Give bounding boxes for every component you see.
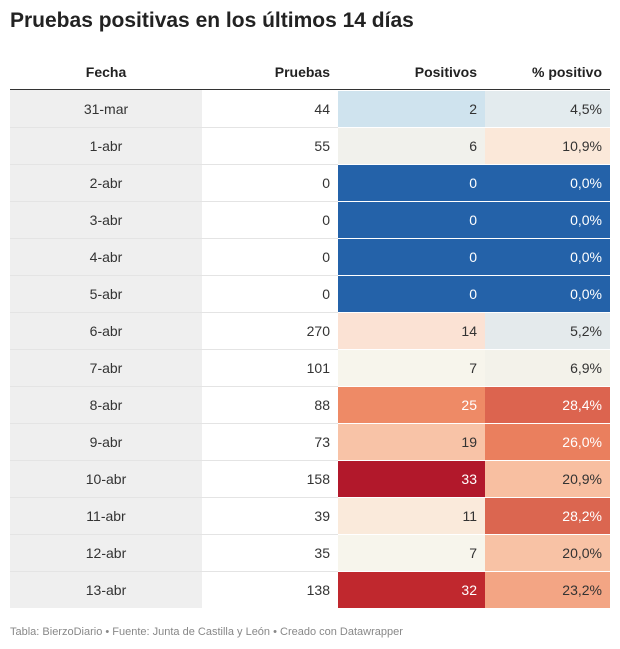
table-row: 3-abr 0 0 0,0%: [10, 201, 610, 238]
cell-positivos: 33: [338, 460, 485, 497]
cell-positivos: 6: [338, 127, 485, 164]
cell-pct-positivo: 4,5%: [485, 90, 610, 127]
cell-pct-positivo: 28,4%: [485, 386, 610, 423]
cell-pct-positivo: 6,9%: [485, 349, 610, 386]
cell-fecha: 4-abr: [10, 238, 202, 275]
cell-pruebas: 0: [202, 238, 338, 275]
header-positivos[interactable]: Positivos: [414, 63, 477, 80]
cell-pct-positivo: 0,0%: [485, 275, 610, 312]
cell-fecha: 6-abr: [10, 312, 202, 349]
table-row: 9-abr 73 19 26,0%: [10, 423, 610, 460]
cell-pruebas: 270: [202, 312, 338, 349]
table-row: 11-abr 39 11 28,2%: [10, 497, 610, 534]
footer-credit: Tabla: BierzoDiario • Fuente: Junta de C…: [10, 626, 403, 638]
cell-fecha: 9-abr: [10, 423, 202, 460]
table-row: 7-abr 101 7 6,9%: [10, 349, 610, 386]
cell-positivos: 0: [338, 201, 485, 238]
cell-pruebas: 55: [202, 127, 338, 164]
table-row: 10-abr 158 33 20,9%: [10, 460, 610, 497]
cell-pruebas: 0: [202, 164, 338, 201]
cell-pct-positivo: 26,0%: [485, 423, 610, 460]
cell-pruebas: 0: [202, 201, 338, 238]
cell-positivos: 19: [338, 423, 485, 460]
cell-positivos: 11: [338, 497, 485, 534]
table-row: 2-abr 0 0 0,0%: [10, 164, 610, 201]
table-row: 5-abr 0 0 0,0%: [10, 275, 610, 312]
table-row: 6-abr 270 14 5,2%: [10, 312, 610, 349]
cell-pruebas: 138: [202, 571, 338, 608]
cell-positivos: 0: [338, 275, 485, 312]
cell-pct-positivo: 20,0%: [485, 534, 610, 571]
table-header: Fecha Pruebas Positivos % positivo: [10, 54, 610, 90]
table-row: 13-abr 138 32 23,2%: [10, 571, 610, 608]
table-row: 12-abr 35 7 20,0%: [10, 534, 610, 571]
cell-pct-positivo: 0,0%: [485, 164, 610, 201]
cell-fecha: 5-abr: [10, 275, 202, 312]
cell-pruebas: 73: [202, 423, 338, 460]
cell-positivos: 0: [338, 164, 485, 201]
cell-pruebas: 35: [202, 534, 338, 571]
cell-positivos: 14: [338, 312, 485, 349]
cell-fecha: 10-abr: [10, 460, 202, 497]
cell-fecha: 13-abr: [10, 571, 202, 608]
chart-title: Pruebas positivas en los últimos 14 días: [10, 9, 414, 32]
cell-pruebas: 158: [202, 460, 338, 497]
cell-fecha: 31-mar: [10, 90, 202, 127]
cell-pct-positivo: 0,0%: [485, 201, 610, 238]
cell-fecha: 8-abr: [10, 386, 202, 423]
header-pct-positivo[interactable]: % positivo: [531, 63, 602, 80]
table-row: 4-abr 0 0 0,0%: [10, 238, 610, 275]
cell-positivos: 25: [338, 386, 485, 423]
cell-positivos: 7: [338, 349, 485, 386]
data-table: Fecha Pruebas Positivos % positivo 31-ma…: [10, 54, 610, 608]
cell-pruebas: 44: [314, 100, 330, 117]
header-fecha[interactable]: Fecha: [85, 63, 127, 80]
cell-pruebas: 101: [202, 349, 338, 386]
cell-pct-positivo: 28,2%: [485, 497, 610, 534]
cell-pct-positivo: 23,2%: [485, 571, 610, 608]
table-row: 8-abr 88 25 28,4%: [10, 386, 610, 423]
cell-fecha: 2-abr: [10, 164, 202, 201]
cell-fecha: 1-abr: [10, 127, 202, 164]
cell-positivos: 2: [338, 90, 485, 127]
cell-positivos: 32: [338, 571, 485, 608]
cell-fecha: 3-abr: [10, 201, 202, 238]
table-body: 31-mar 44 2 4,5% 1-abr 55 6 10,9% 2-abr 0 0 0,0% 3-a…: [10, 90, 610, 608]
cell-fecha: 11-abr: [10, 497, 202, 534]
cell-fecha: 12-abr: [10, 534, 202, 571]
cell-fecha: 7-abr: [10, 349, 202, 386]
cell-pruebas: 88: [202, 386, 338, 423]
header-pruebas[interactable]: Pruebas: [274, 63, 330, 80]
cell-pct-positivo: 10,9%: [485, 127, 610, 164]
cell-pct-positivo: 20,9%: [485, 460, 610, 497]
cell-pct-positivo: 0,0%: [485, 238, 610, 275]
cell-pruebas: 0: [202, 275, 338, 312]
table-row: 31-mar 44 2 4,5%: [10, 90, 610, 127]
table-row: 1-abr 55 6 10,9%: [10, 127, 610, 164]
cell-positivos: 7: [338, 534, 485, 571]
cell-pruebas: 39: [202, 497, 338, 534]
cell-positivos: 0: [338, 238, 485, 275]
cell-pct-positivo: 5,2%: [485, 312, 610, 349]
